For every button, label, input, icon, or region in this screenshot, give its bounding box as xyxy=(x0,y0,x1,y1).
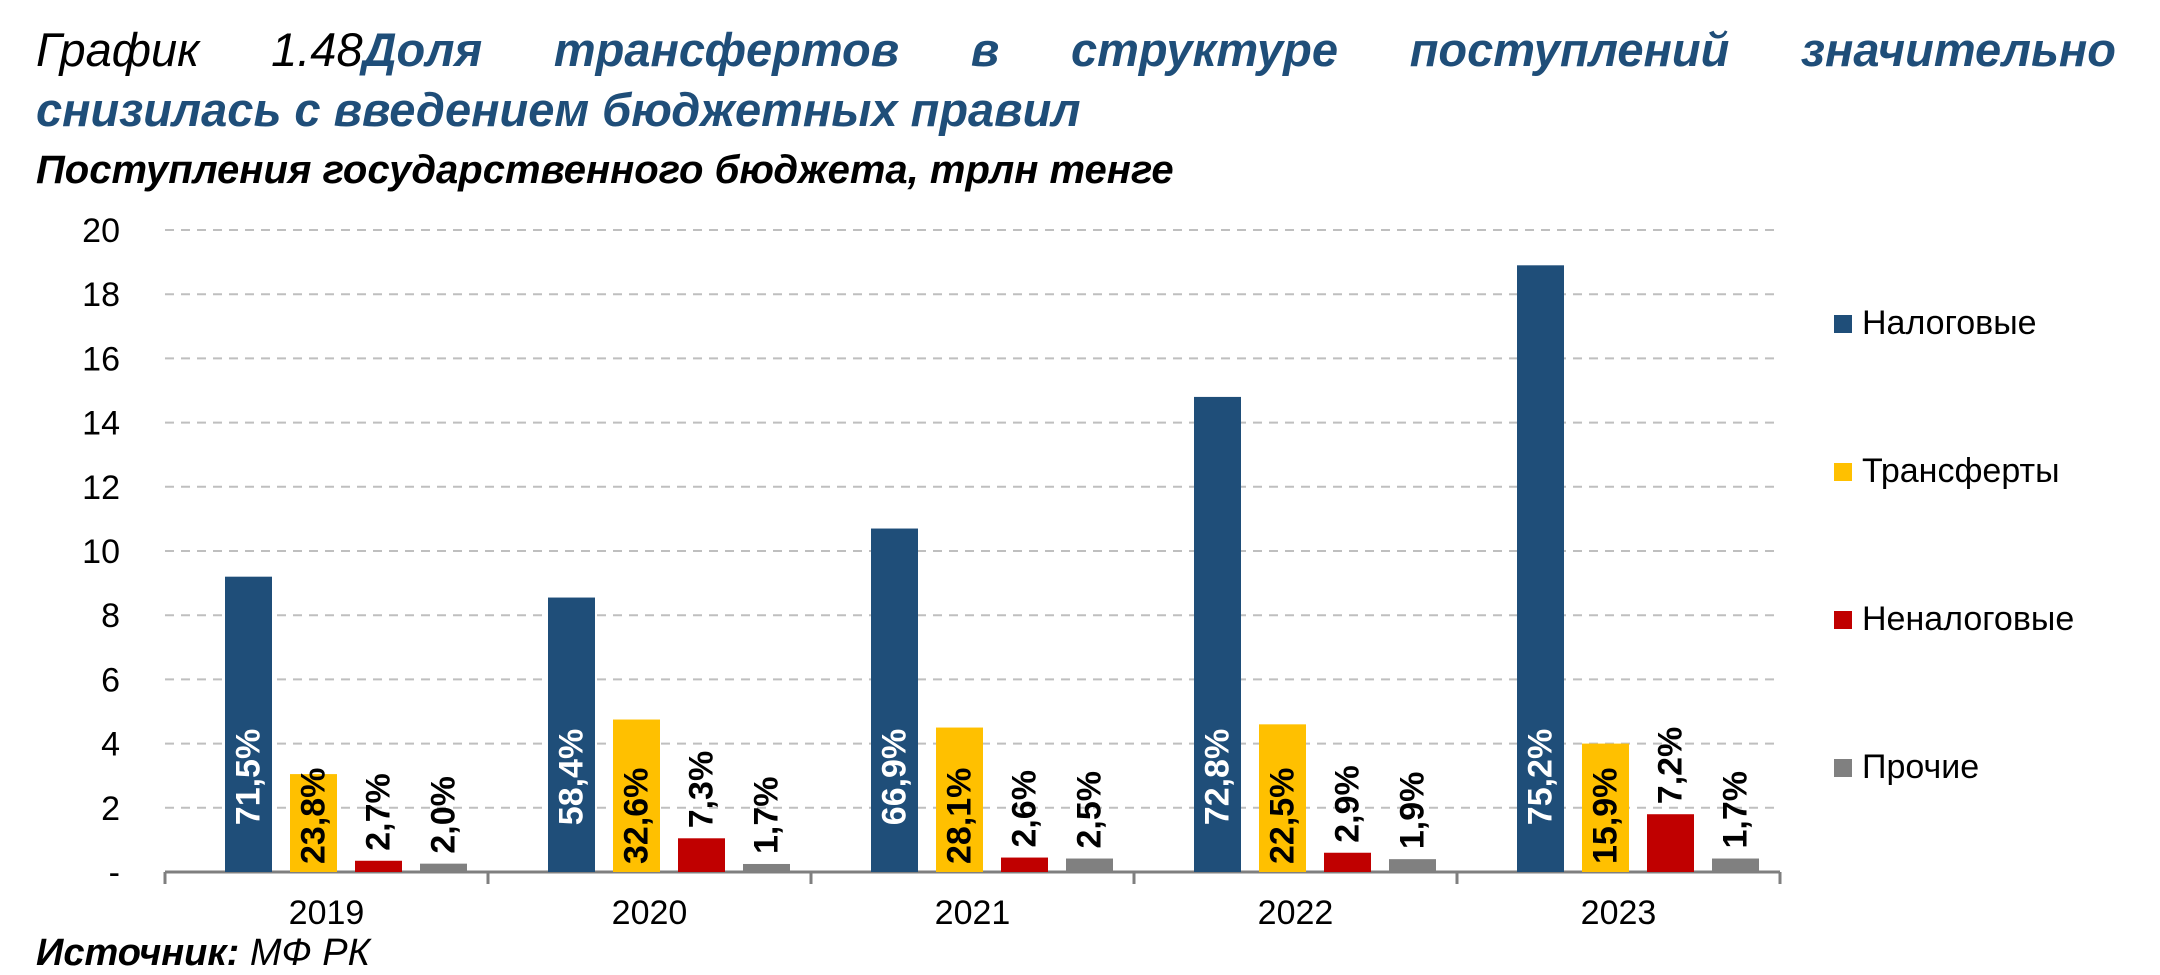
data-label: 2,5% xyxy=(1071,771,1109,849)
data-label: 71,5% xyxy=(230,729,268,825)
y-tick-label: 4 xyxy=(101,726,120,764)
x-tick-label: 2022 xyxy=(1258,894,1334,932)
legend-label: Прочие xyxy=(1862,748,1980,786)
bar xyxy=(1324,852,1371,872)
y-tick-label: 14 xyxy=(82,405,120,443)
title-line-2: снизилась с введением бюджетных правил xyxy=(36,83,1081,136)
y-tick-label: 18 xyxy=(82,276,120,314)
bar xyxy=(290,774,337,872)
data-label: 7,3% xyxy=(683,751,721,829)
data-label: 58,4% xyxy=(553,729,591,825)
data-label: 23,8% xyxy=(295,768,333,864)
y-tick-label: 12 xyxy=(82,469,120,507)
data-label: 2,7% xyxy=(360,773,398,851)
legend-swatch xyxy=(1834,314,1852,333)
bar xyxy=(613,719,660,872)
bar xyxy=(743,863,790,872)
data-label: 72,8% xyxy=(1199,729,1237,825)
y-tick-label: 10 xyxy=(82,533,120,571)
data-label: 66,9% xyxy=(876,729,914,825)
legend-item: Неналоговые xyxy=(1834,600,2074,639)
y-tick-label: - xyxy=(109,854,120,892)
bar xyxy=(678,838,725,872)
source-value: МФ РК xyxy=(249,932,371,974)
x-tick-label: 2019 xyxy=(289,894,365,932)
data-label: 75,2% xyxy=(1522,729,1560,825)
data-label: 2,0% xyxy=(425,776,463,854)
data-label: 7,2% xyxy=(1652,727,1690,805)
source-label: Источник: xyxy=(36,932,240,974)
chart-title: График 1.48Доля трансфертов в структуре … xyxy=(36,20,2116,140)
bar xyxy=(1647,814,1694,872)
bar xyxy=(548,597,595,872)
y-tick-label: 8 xyxy=(101,597,120,635)
legend-swatch xyxy=(1834,610,1852,629)
title-prefix: График 1.48 xyxy=(36,23,363,76)
data-label: 2,9% xyxy=(1329,765,1367,843)
x-tick-label: 2021 xyxy=(935,894,1011,932)
y-tick-label: 2 xyxy=(101,790,120,828)
title-text-1: Доля трансфертов в структуре поступлений… xyxy=(362,23,2116,76)
y-tick-label: 6 xyxy=(101,661,120,699)
data-label: 15,9% xyxy=(1587,768,1625,864)
bar xyxy=(1194,396,1241,872)
bar xyxy=(1259,724,1306,872)
legend-label: Неналоговые xyxy=(1862,600,2075,638)
x-tick-label: 2020 xyxy=(612,894,688,932)
bar xyxy=(871,528,918,872)
bar xyxy=(1582,743,1629,872)
data-label: 2,6% xyxy=(1006,770,1044,848)
legend-item: Налоговые xyxy=(1834,304,2037,343)
data-label: 1,7% xyxy=(1717,771,1755,849)
bar xyxy=(1066,858,1113,872)
data-label: 28,1% xyxy=(941,768,979,864)
legend-item: Прочие xyxy=(1834,748,1979,787)
bar xyxy=(225,576,272,872)
data-label: 1,9% xyxy=(1394,772,1432,850)
x-tick-label: 2023 xyxy=(1581,894,1657,932)
bar xyxy=(1389,859,1436,872)
bar xyxy=(1517,265,1564,872)
y-tick-label: 20 xyxy=(82,212,120,250)
legend-swatch xyxy=(1834,462,1852,481)
title-line-1: График 1.48Доля трансфертов в структуре … xyxy=(36,20,2116,80)
data-label: 32,6% xyxy=(618,768,656,864)
source-note: Источник: МФ РК xyxy=(36,932,370,975)
bar xyxy=(355,860,402,872)
legend-label: Трансферты xyxy=(1862,452,2060,490)
legend-label: Налоговые xyxy=(1862,304,2037,342)
legend-item: Трансферты xyxy=(1834,452,2060,491)
bar xyxy=(420,863,467,872)
legend-swatch xyxy=(1834,758,1852,777)
bar xyxy=(1712,858,1759,872)
y-tick-label: 16 xyxy=(82,340,120,378)
data-label: 1,7% xyxy=(748,776,786,854)
data-label: 22,5% xyxy=(1264,768,1302,864)
bar xyxy=(936,727,983,872)
bar xyxy=(1001,857,1048,872)
chart-subtitle: Поступления государственного бюджета, тр… xyxy=(36,148,1174,192)
